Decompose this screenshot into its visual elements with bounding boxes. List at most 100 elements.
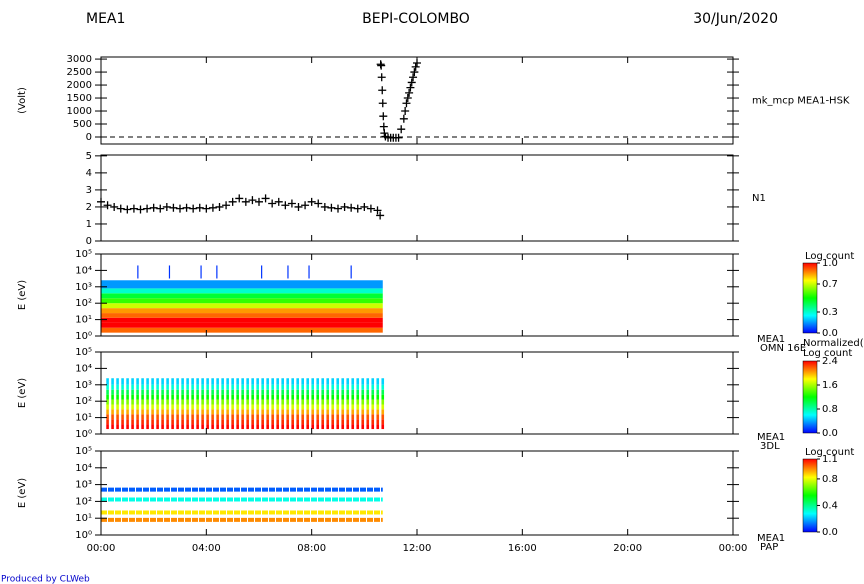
spectrogram-cell (366, 399, 370, 405)
spectrogram-cell (366, 384, 370, 390)
spectrogram-cell (301, 384, 304, 390)
spectrogram-cell (151, 394, 154, 400)
spectrogram-cell (311, 409, 315, 415)
spectrogram-cell (366, 424, 370, 430)
spectrogram-cell (361, 404, 365, 410)
data-point (407, 78, 416, 87)
spectrogram-cell (136, 424, 139, 430)
spectrogram-cell (101, 293, 383, 299)
spectrogram-cell (166, 404, 169, 410)
data-point (405, 88, 414, 97)
spectrogram-cell (291, 404, 294, 410)
spectrogram-cell (186, 404, 189, 410)
spectrogram-cell (311, 424, 315, 430)
spectrogram-cell (226, 414, 229, 420)
y-tick-label: 10³ (75, 282, 92, 293)
y-tick-label: 10⁰ (75, 530, 92, 541)
spectrogram-cell (176, 419, 179, 425)
spectrogram-cell (316, 399, 320, 405)
spectrogram-cell (346, 424, 350, 430)
spectrogram-cell (326, 399, 330, 405)
y-tick-label: 0 (86, 236, 92, 247)
spectrogram-cell (196, 394, 199, 400)
spectrogram-cell (166, 424, 169, 430)
spectrogram-cell (381, 389, 385, 395)
spectrogram-cell (291, 399, 294, 405)
data-point (307, 197, 316, 206)
spectrogram-cell (126, 389, 129, 395)
panel-frame (100, 450, 734, 536)
spectrogram-cell (261, 389, 264, 395)
spectrogram-cell (226, 384, 229, 390)
spectrogram-cell (236, 424, 239, 430)
spectrogram-cell (311, 404, 315, 410)
spectrogram-cell (226, 424, 229, 430)
spectrogram-cell (266, 409, 269, 415)
colorbar-tick-label: 0.0 (822, 328, 838, 339)
spectrogram-cell (196, 384, 199, 390)
spectrogram-cell (171, 409, 174, 415)
spectrogram-cell (286, 419, 289, 425)
data-point (228, 197, 237, 206)
spectrogram-cell (371, 414, 375, 420)
spectrogram-cell (326, 419, 330, 425)
spectrogram-cell (161, 419, 164, 425)
spectrogram-cell (151, 399, 154, 405)
spectrogram-cell (321, 419, 325, 425)
spectrogram-cell (206, 399, 209, 405)
spectrogram-cell (201, 384, 204, 390)
spectrogram-cell (301, 424, 304, 430)
spectrogram-cell (296, 414, 299, 420)
spectrogram-cell (221, 414, 224, 420)
spectrogram-cell (276, 419, 279, 425)
data-point (397, 125, 406, 134)
spectrogram-cell (161, 399, 164, 405)
spectrogram-cell (266, 404, 269, 410)
spectrogram-cell (341, 419, 345, 425)
spectrogram-cell (361, 419, 365, 425)
spectrogram-cell (256, 419, 259, 425)
spectrogram-cell (311, 399, 315, 405)
spectrogram-cell (231, 414, 234, 420)
spectrogram-cell (126, 414, 129, 420)
spectrogram-cell (341, 378, 345, 385)
spectrogram-cell (336, 424, 340, 430)
spectrogram-cell (261, 378, 264, 385)
spectrogram-cell (331, 399, 335, 405)
spectrogram-cell (246, 424, 249, 430)
spectrogram-cell (146, 419, 149, 425)
spectrogram-cell (256, 399, 259, 405)
spectrogram-cell (256, 424, 259, 430)
spectrogram-cell (121, 384, 124, 390)
spectrogram-cell (126, 394, 129, 400)
spectrogram-cell (381, 414, 385, 420)
spectrogram-cell (236, 409, 239, 415)
colorbar-tick-label: 0.8 (822, 404, 838, 415)
spectrogram-cell (206, 394, 209, 400)
spectrogram-cell (271, 389, 274, 395)
spectrogram-cell (251, 404, 254, 410)
spectrogram-cell (286, 404, 289, 410)
spectrogram-cell (116, 389, 119, 395)
spectrogram-cell (186, 394, 189, 400)
spectrogram-cell (201, 399, 204, 405)
spectrogram-cell (281, 384, 284, 390)
spectrogram-cell (171, 378, 174, 385)
spectrogram-cell (266, 424, 269, 430)
data-point (403, 94, 412, 103)
spectrogram-cell (141, 419, 144, 425)
y-tick-label: 10¹ (75, 513, 92, 524)
spectrogram-cell (291, 378, 294, 385)
spectrogram-cell (251, 394, 254, 400)
spectrogram-cell (341, 409, 345, 415)
spectrogram-cell (296, 399, 299, 405)
spectrogram-cell (351, 384, 355, 390)
spectrogram-cell (131, 409, 134, 415)
colorbar-tick-label: 0.8 (822, 474, 838, 485)
y-tick-label: 2500 (67, 67, 92, 78)
spectrogram-cell (316, 424, 320, 430)
y-tick-label: 4 (86, 168, 92, 179)
spectrogram-cell (351, 389, 355, 395)
spectrogram-cell (366, 394, 370, 400)
spectrogram-cell (336, 404, 340, 410)
